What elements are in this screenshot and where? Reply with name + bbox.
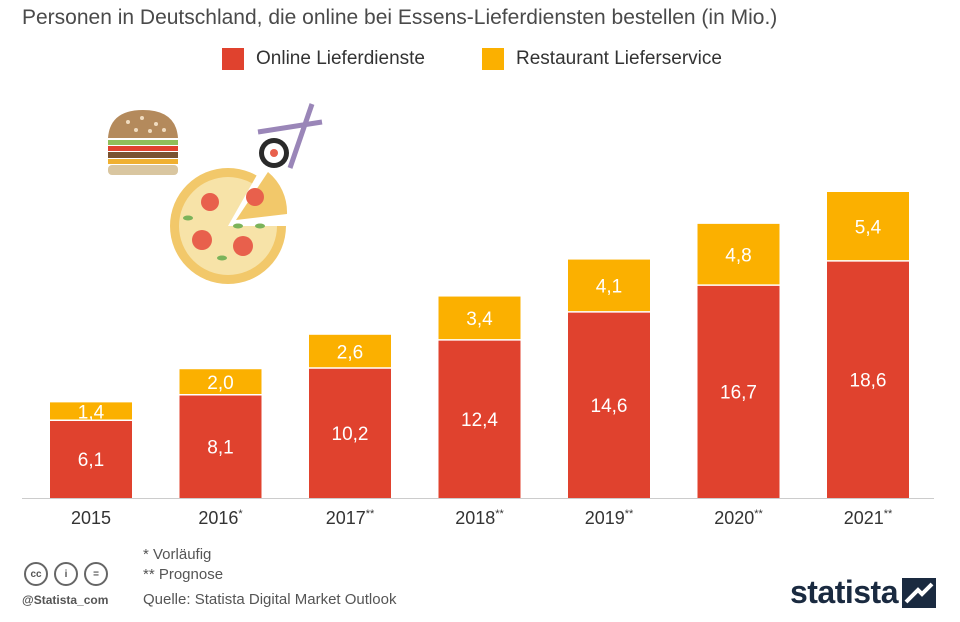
bar-chart: 6,1 1,4 2015 8,1 2,0 2016* 10,2 2,6 2017** 12,4 3,… [22,103,934,528]
bar-restaurant-2016 [179,369,262,395]
statista-logo: statista [790,574,936,611]
bar-label-restaurant-2015: 1,4 [78,402,105,423]
bar-label-restaurant-2019: 4,1 [596,277,622,298]
by-icon: i [54,562,78,586]
logo-wordmark: statista [789,574,899,610]
bar-online-2021 [827,260,909,498]
bar-label-online-2018: 12,4 [461,410,498,431]
bar-online-2019 [568,311,650,498]
chart-title: Personen in Deutschland, die online bei … [22,6,778,29]
bar-online-2018 [438,339,521,498]
legend-swatch-online [222,48,244,70]
legend-swatch-restaurant [482,48,504,70]
x-tick-label-2021: 2021** [844,508,893,528]
footnote-vorlaeufig: * Vorläufig [143,546,212,563]
bar-online-2017 [309,367,391,498]
legend-item-online: Online Lieferdienste [222,48,425,70]
bar-label-online-2021: 18,6 [850,370,887,391]
x-tick-label-2017: 2017** [326,508,375,528]
twitter-handle: @Statista_com [22,593,109,607]
x-tick-label-2019: 2019** [585,508,634,528]
bar-label-restaurant-2021: 5,4 [855,217,882,238]
bar-label-restaurant-2017: 2,6 [337,342,363,363]
nd-icon: = [84,562,108,586]
legend: Online Lieferdienste Restaurant Lieferse… [0,48,960,78]
bar-restaurant-2017 [309,334,391,368]
sushi-icon [257,103,323,169]
bar-restaurant-2019 [568,259,650,312]
bar-restaurant-2018 [438,296,521,340]
footnote-prognose: ** Prognose [143,566,224,583]
bar-restaurant-2015 [50,402,132,421]
legend-item-restaurant: Restaurant Lieferservice [482,48,722,70]
license-icons: cc i = [24,562,108,586]
legend-label-restaurant: Restaurant Lieferservice [516,48,722,69]
bar-label-restaurant-2018: 3,4 [466,309,493,330]
legend-label-online: Online Lieferdienste [256,48,425,69]
source-text: Quelle: Statista Digital Market Outlook [143,591,397,608]
bar-label-online-2019: 14,6 [591,396,628,417]
cc-icon: cc [24,562,48,586]
bar-online-2016 [179,394,262,498]
burger-icon [108,110,178,175]
x-tick-label-2018: 2018** [455,508,504,528]
bar-online-2015 [50,420,132,498]
bar-label-online-2016: 8,1 [207,437,233,458]
bar-restaurant-2020 [697,223,780,286]
x-tick-label-2015: 2015 [71,508,111,528]
bar-restaurant-2021 [827,192,909,261]
bar-label-online-2015: 6,1 [78,450,104,471]
bar-online-2020 [697,285,780,498]
logo-mark-icon [902,577,936,608]
bar-label-restaurant-2016: 2,0 [207,373,233,394]
x-tick-label-2016: 2016* [198,508,243,528]
bar-label-online-2020: 16,7 [720,383,757,404]
bar-label-online-2017: 10,2 [332,424,369,445]
bar-label-restaurant-2020: 4,8 [725,245,751,266]
pizza-icon [170,166,288,284]
x-tick-label-2020: 2020** [714,508,763,528]
